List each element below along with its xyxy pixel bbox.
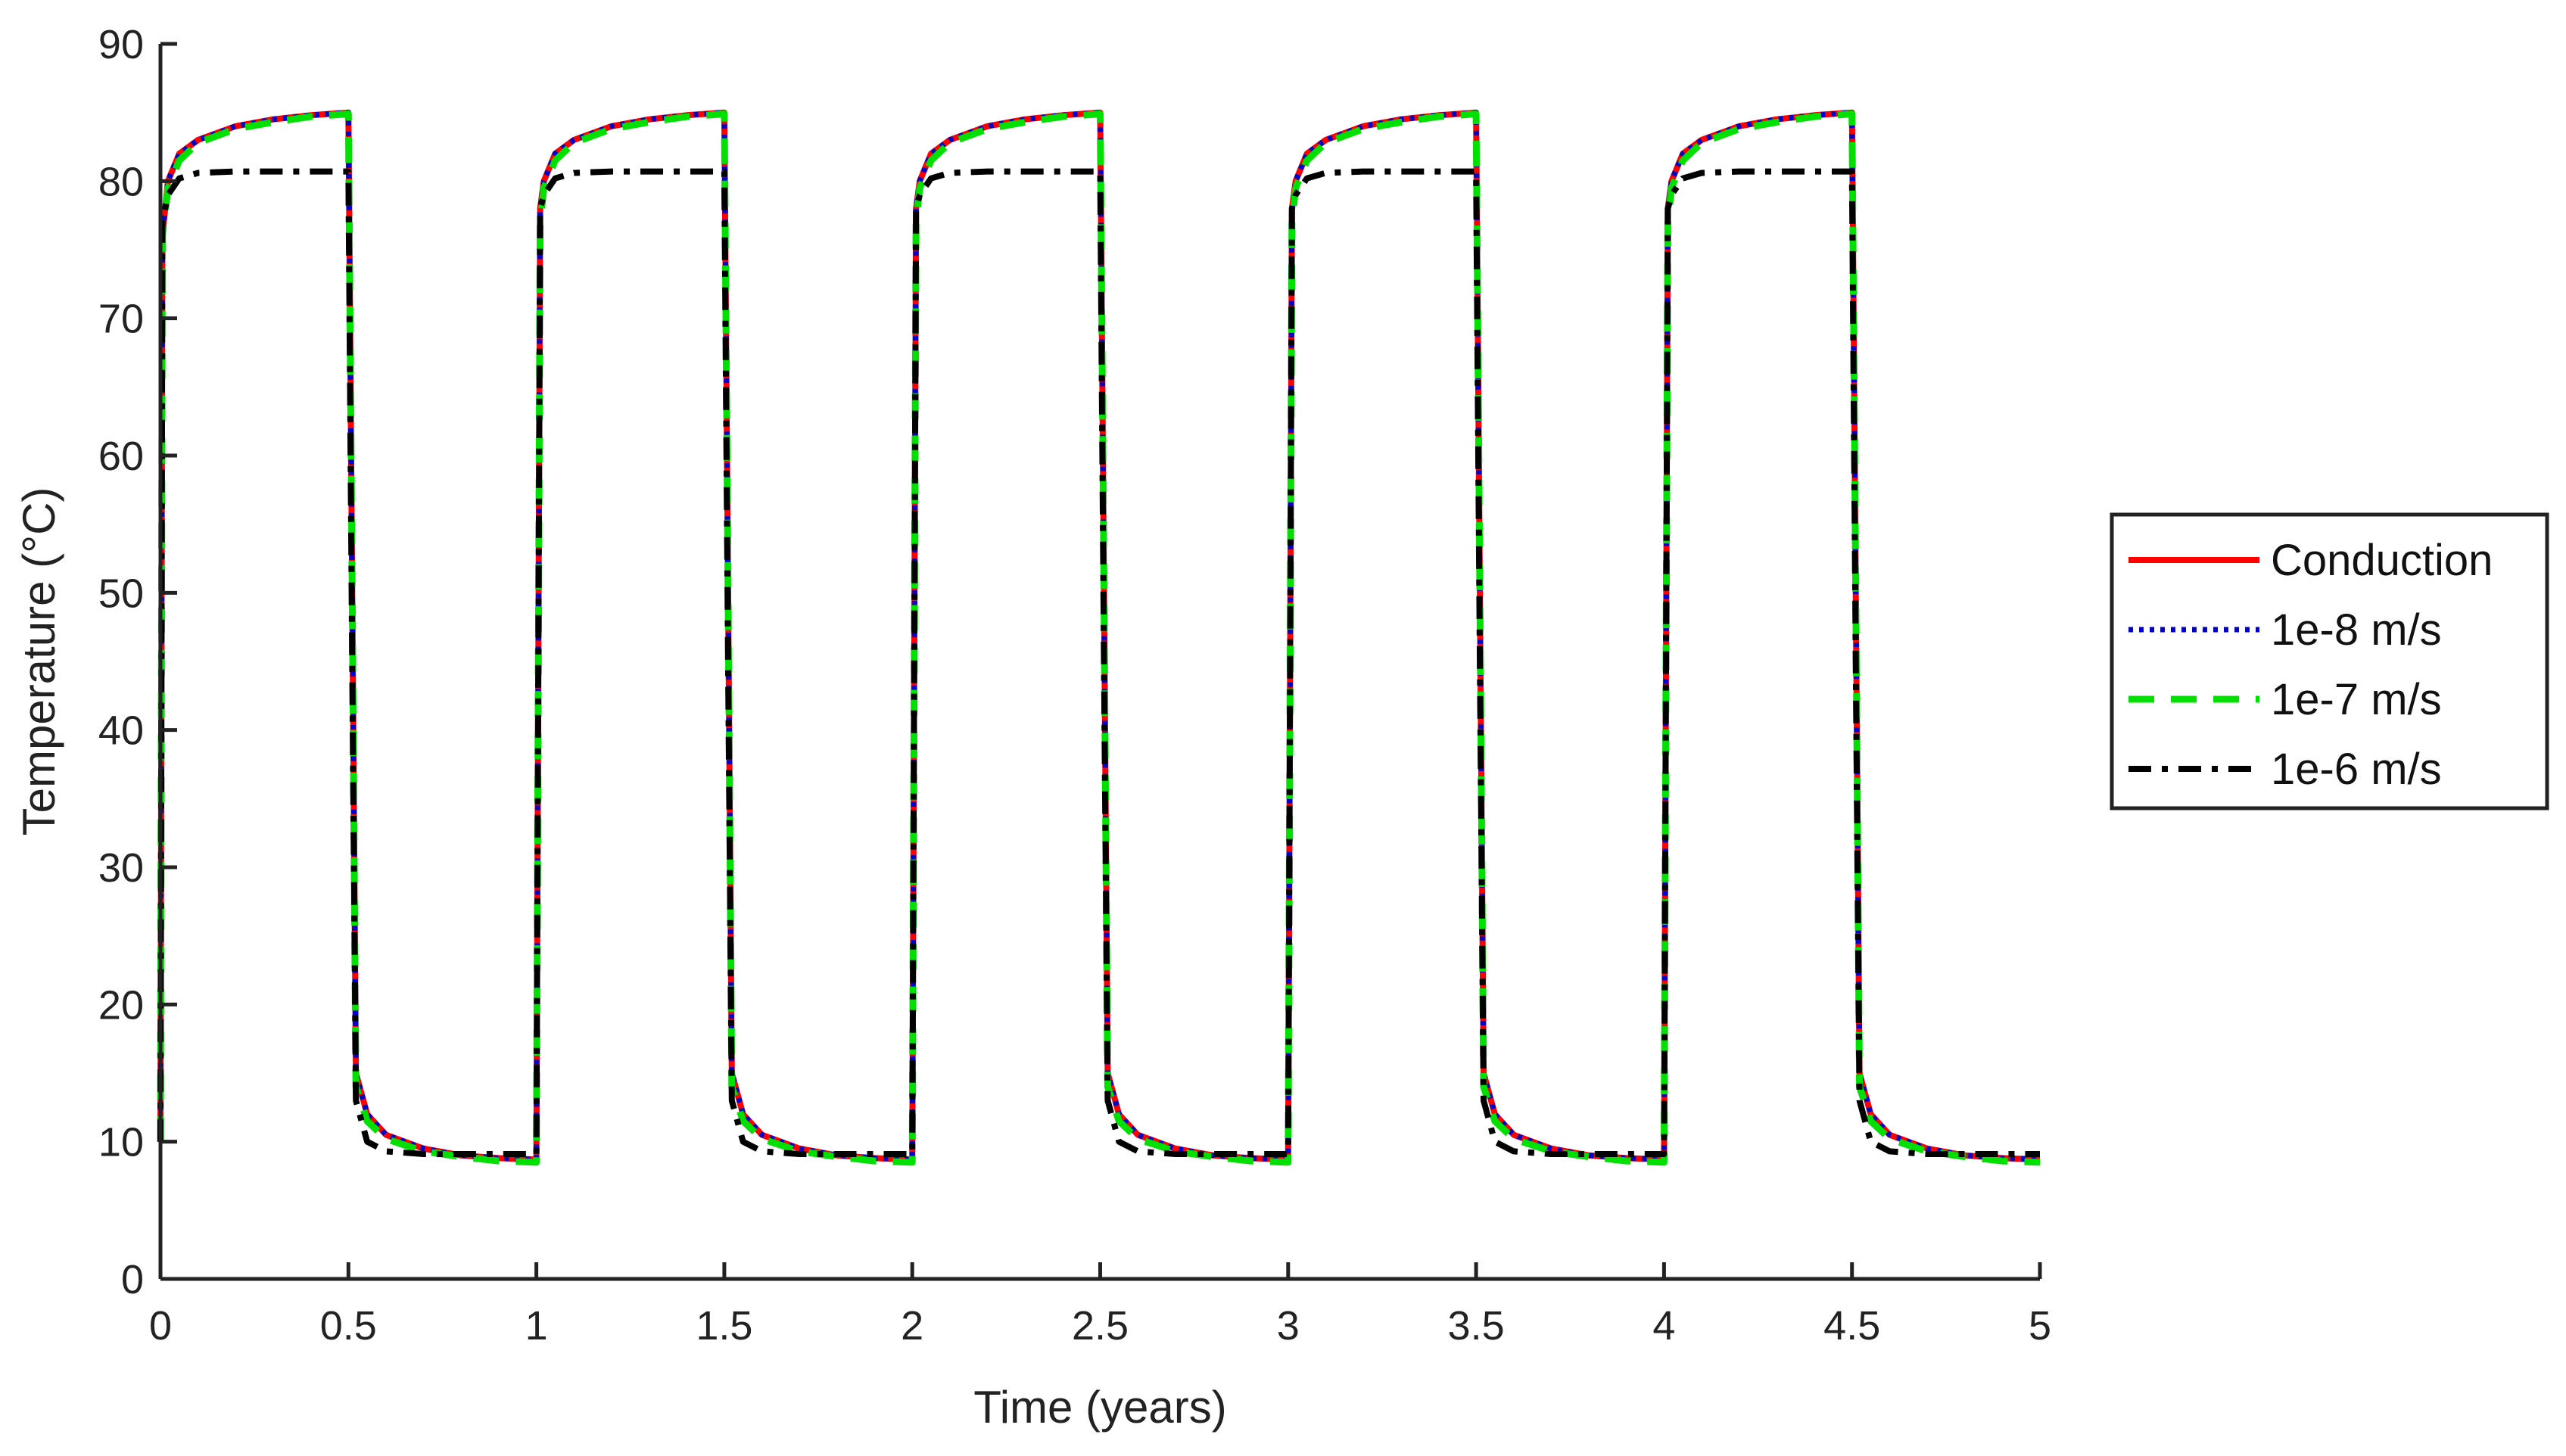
x-tick-label: 4.5 bbox=[1823, 1303, 1880, 1349]
y-axis-title: Temperature (°C) bbox=[14, 487, 64, 836]
y-tick-label: 30 bbox=[98, 845, 144, 891]
legend: Conduction 1e-8 m/s 1e-7 m/s 1e-6 m/s bbox=[2110, 512, 2549, 810]
x-tick-label: 3 bbox=[1277, 1303, 1300, 1349]
y-tick-label: 40 bbox=[98, 708, 144, 754]
x-tick-label: 2 bbox=[901, 1303, 923, 1349]
legend-label-3: 1e-7 m/s bbox=[2271, 675, 2442, 724]
legend-box bbox=[2110, 512, 2549, 810]
y-tick-label: 60 bbox=[98, 434, 144, 479]
x-tick-label: 3.5 bbox=[1448, 1303, 1505, 1349]
x-tick-label: 4 bbox=[1652, 1303, 1675, 1349]
x-tick-label: 5 bbox=[2029, 1303, 2051, 1349]
x-tick-label: 0 bbox=[149, 1303, 172, 1349]
y-tick-label: 50 bbox=[98, 571, 144, 616]
y-tick-label: 10 bbox=[98, 1120, 144, 1165]
legend-label-4: 1e-6 m/s bbox=[2271, 745, 2442, 794]
x-tick-label: 2.5 bbox=[1072, 1303, 1129, 1349]
x-tick-label: 0.5 bbox=[320, 1303, 377, 1349]
x-tick-label: 1 bbox=[525, 1303, 548, 1349]
series-line-3 bbox=[157, 110, 2041, 1166]
legend-label-2: 1e-8 m/s bbox=[2271, 605, 2442, 655]
y-tick-label: 70 bbox=[98, 297, 144, 342]
x-axis-title: Time (years) bbox=[973, 1382, 1226, 1433]
legend-label-1: Conduction bbox=[2271, 536, 2493, 585]
plot-area bbox=[157, 109, 2041, 1166]
y-tick-label: 0 bbox=[121, 1257, 144, 1302]
y-tick-label: 80 bbox=[98, 159, 144, 204]
y-tick-label: 20 bbox=[98, 982, 144, 1028]
x-tick-label: 1.5 bbox=[696, 1303, 752, 1349]
y-tick-label: 90 bbox=[98, 22, 144, 67]
